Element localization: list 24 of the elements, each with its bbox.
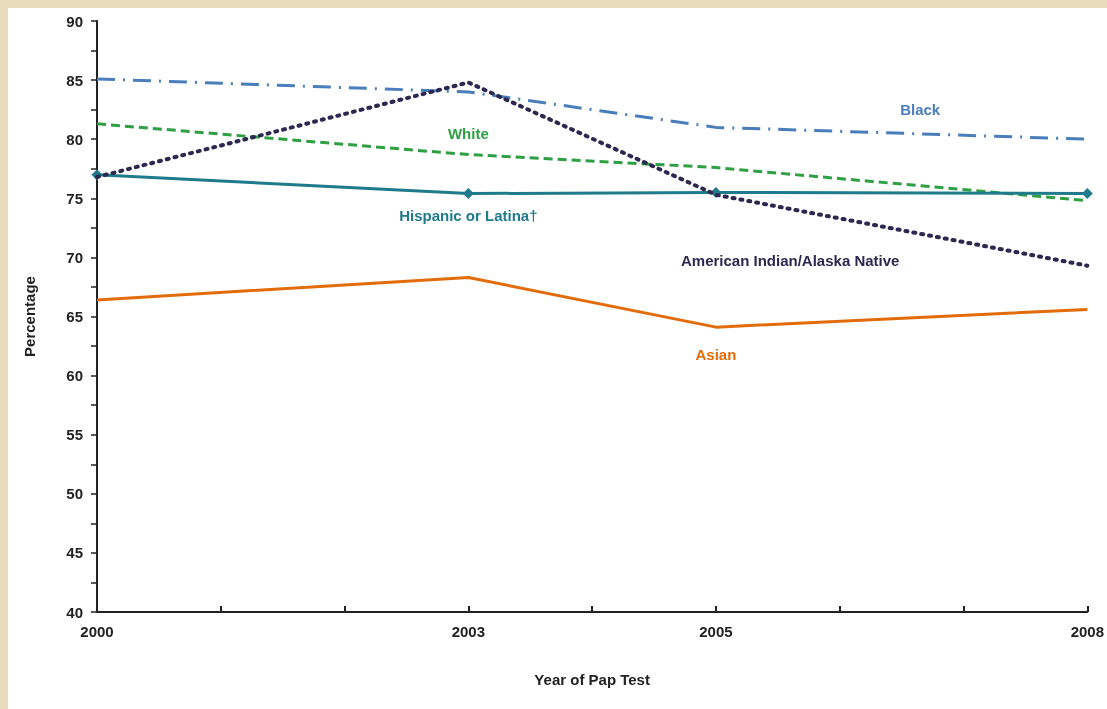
x-tick-label: 2005	[699, 623, 733, 640]
series-label: American Indian/Alaska Native	[681, 252, 900, 270]
point	[462, 188, 474, 200]
y-tick-label: 55	[66, 426, 83, 444]
y-tick-label: 90	[66, 12, 83, 30]
y-tick-label: 75	[66, 189, 83, 207]
series-label: White	[447, 125, 489, 143]
y-tick-label: 65	[66, 308, 83, 325]
y-tick-label: 45	[66, 544, 83, 562]
x-tick-label: 2003	[451, 623, 486, 640]
x-axis-title: Year of Pap Test	[534, 671, 650, 688]
y-tick-label: 50	[66, 485, 83, 503]
y-tick-label: 40	[66, 603, 83, 621]
series-label: Hispanic or Latina†	[399, 207, 538, 225]
x-tick-label: 2008	[1070, 623, 1104, 640]
series-label: Black	[900, 101, 941, 119]
x-tick-label: 2000	[80, 623, 114, 640]
y-tick-label: 85	[66, 71, 83, 89]
line-series	[95, 275, 1089, 329]
series-label: Asian	[695, 345, 737, 363]
y-tick-label: 70	[66, 248, 83, 266]
y-tick-label: 80	[66, 130, 83, 148]
y-tick-label: 60	[66, 367, 83, 385]
y-axis-title: Percentage	[21, 276, 38, 357]
